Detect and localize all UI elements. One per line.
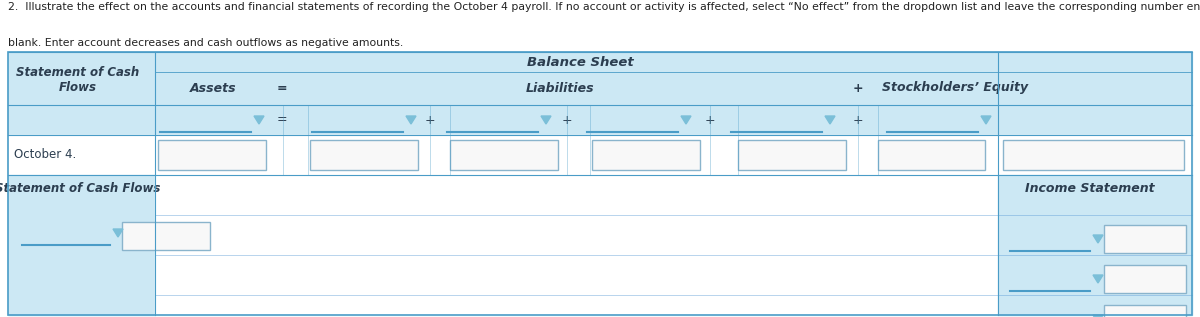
Polygon shape [406, 116, 416, 124]
Bar [1104, 225, 1186, 253]
Bar [8, 175, 155, 315]
Polygon shape [826, 116, 835, 124]
Text: Income Statement: Income Statement [1025, 182, 1154, 195]
Text: +: + [704, 113, 715, 126]
Bar [8, 135, 1192, 175]
Bar [8, 52, 1192, 315]
Bar [1104, 305, 1186, 317]
Bar [1003, 140, 1184, 170]
Text: +: + [853, 81, 863, 94]
Bar [878, 140, 985, 170]
Text: +: + [425, 113, 436, 126]
Bar [738, 140, 846, 170]
Bar [122, 222, 210, 250]
Text: Statement of Cash Flows: Statement of Cash Flows [0, 182, 161, 195]
Text: +: + [562, 113, 572, 126]
Polygon shape [254, 116, 264, 124]
Polygon shape [113, 229, 124, 237]
Bar [1104, 265, 1186, 293]
Text: Balance Sheet: Balance Sheet [527, 55, 634, 68]
Polygon shape [1093, 275, 1103, 283]
Polygon shape [541, 116, 551, 124]
Text: Stockholders’ Equity: Stockholders’ Equity [882, 81, 1028, 94]
Polygon shape [982, 116, 991, 124]
Bar [155, 255, 998, 295]
Text: =: = [277, 113, 287, 126]
Text: +: + [853, 113, 863, 126]
Text: =: = [277, 81, 287, 94]
Polygon shape [1093, 315, 1103, 317]
Bar [8, 52, 1192, 315]
Bar [158, 140, 266, 170]
Bar [450, 140, 558, 170]
Polygon shape [1093, 235, 1103, 243]
Bar [310, 140, 418, 170]
Text: Liabilities: Liabilities [526, 81, 594, 94]
Text: blank. Enter account decreases and cash outflows as negative amounts.: blank. Enter account decreases and cash … [8, 38, 403, 48]
Bar [155, 295, 998, 315]
Text: Statement of Cash
Flows: Statement of Cash Flows [17, 66, 139, 94]
Bar [155, 175, 998, 215]
Text: October 4.: October 4. [14, 148, 77, 161]
Polygon shape [682, 116, 691, 124]
Text: Assets: Assets [190, 81, 236, 94]
Bar [998, 175, 1192, 315]
Text: 2.  Illustrate the effect on the accounts and financial statements of recording : 2. Illustrate the effect on the accounts… [8, 2, 1200, 12]
Bar [592, 140, 700, 170]
Bar [155, 215, 998, 255]
